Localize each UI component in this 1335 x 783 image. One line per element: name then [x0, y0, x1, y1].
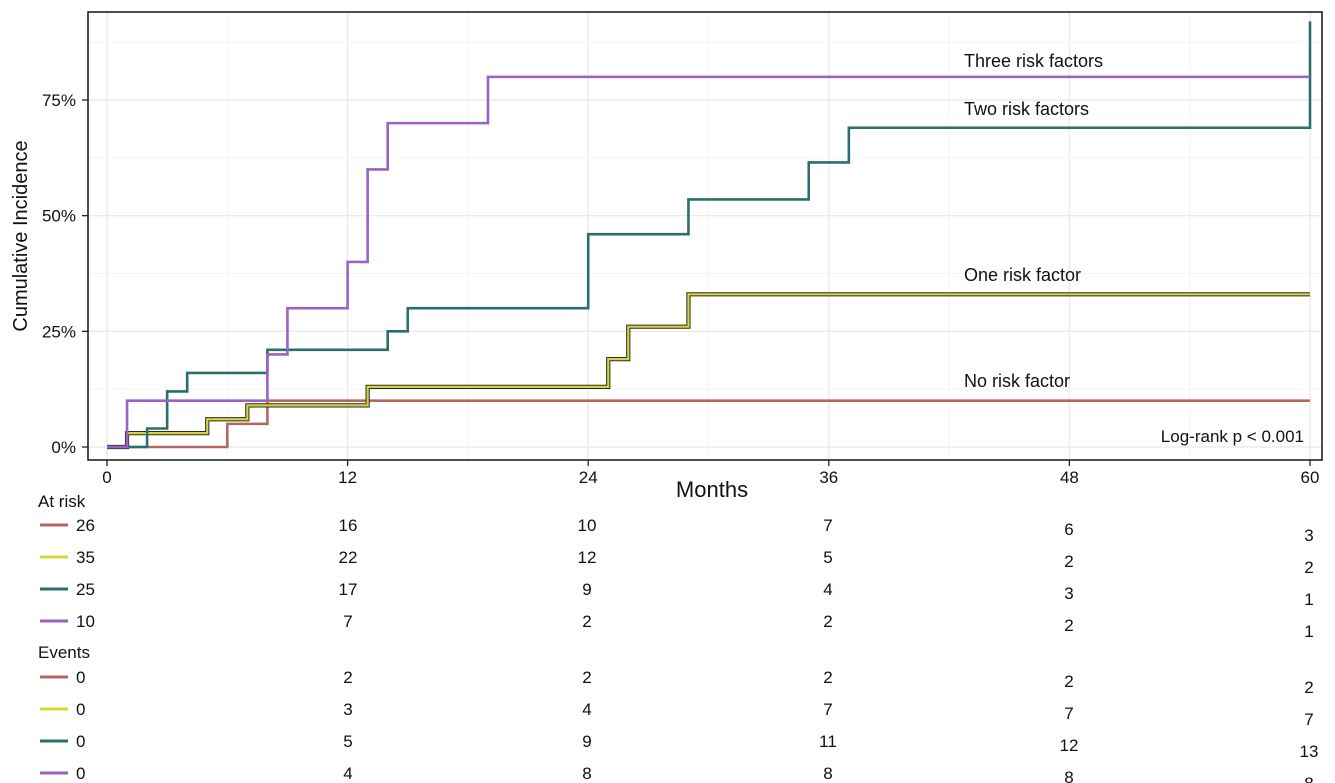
events-cell: 11	[819, 732, 837, 751]
events-cell: 2	[823, 668, 832, 687]
series-line-one-risk-factor	[107, 293, 1310, 449]
events-cell: 2	[343, 668, 352, 687]
series-label-two-risk-factors: Two risk factors	[964, 99, 1089, 119]
x-tick-label: 0	[102, 468, 111, 487]
y-tick-label: 0%	[51, 438, 76, 457]
series-line-three-risk-factors	[107, 75, 1310, 449]
at-risk-cell: 1	[1304, 622, 1313, 641]
events-cell: 4	[343, 764, 352, 783]
grid	[88, 12, 1322, 460]
at-risk-cell: 2	[1064, 616, 1073, 635]
x-tick-label: 24	[579, 468, 598, 487]
axes: 0 12 24 36 48 60 0% 25% 50% 75%	[42, 91, 1319, 487]
at-risk-cell: 12	[578, 548, 597, 567]
at-risk-cell: 6	[1064, 520, 1073, 539]
events-cell: 2	[582, 668, 591, 687]
events-cell: 12	[1060, 736, 1079, 755]
events-cell: 0	[76, 732, 85, 751]
events-cell: 7	[1304, 710, 1313, 729]
events-cell: 9	[582, 732, 591, 751]
plot-frame	[87, 11, 1323, 461]
series-line-two-risk-factors	[107, 21, 1312, 449]
events-cell: 8	[823, 764, 832, 783]
at-risk-cell: 2	[582, 612, 591, 631]
events-cell: 3	[343, 700, 352, 719]
at-risk-cell: 1	[1304, 590, 1313, 609]
events-cell: 0	[76, 764, 85, 783]
x-axis-label: Months	[676, 477, 748, 502]
at-risk-cell: 17	[339, 580, 358, 599]
at-risk-cell: 22	[339, 548, 358, 567]
events-cell: 8	[1064, 768, 1073, 783]
y-tick-label: 75%	[42, 91, 76, 110]
at-risk-cell: 2	[1304, 558, 1313, 577]
log-rank-annotation: Log-rank p < 0.001	[1161, 427, 1304, 446]
at-risk-cell: 10	[578, 516, 597, 535]
at-risk-cell: 7	[343, 612, 352, 631]
events-cell: 2	[1304, 678, 1313, 697]
at-risk-cell: 7	[823, 516, 832, 535]
events-cell: 8	[582, 764, 591, 783]
y-tick-label: 25%	[42, 322, 76, 341]
series-label-no-risk-factor: No risk factor	[964, 371, 1070, 391]
series-labels: No risk factor One risk factor Two risk fa…	[964, 51, 1103, 391]
events-cell: 0	[76, 700, 85, 719]
at-risk-cell: 2	[823, 612, 832, 631]
at-risk-cell: 3	[1304, 526, 1313, 545]
events-cell: 8	[1304, 774, 1313, 783]
at-risk-cell: 2	[1064, 552, 1073, 571]
y-tick-label: 50%	[42, 207, 76, 226]
at-risk-cell: 10	[76, 612, 95, 631]
at-risk-title: At risk	[38, 492, 86, 511]
x-tick-label: 60	[1301, 468, 1320, 487]
series-label-one-risk-factor: One risk factor	[964, 265, 1081, 285]
x-tick-label: 12	[338, 468, 357, 487]
at-risk-cell: 35	[76, 548, 95, 567]
at-risk-cell: 3	[1064, 584, 1073, 603]
at-risk-cell: 9	[582, 580, 591, 599]
events-cell: 4	[582, 700, 591, 719]
events-title: Events	[38, 643, 90, 662]
events-cell: 7	[823, 700, 832, 719]
events-cell: 5	[343, 732, 352, 751]
x-tick-label: 36	[819, 468, 838, 487]
at-risk-cell: 25	[76, 580, 95, 599]
events-cell: 2	[1064, 672, 1073, 691]
x-tick-label: 48	[1060, 468, 1079, 487]
at-risk-cell: 4	[823, 580, 832, 599]
events-cell: 13	[1300, 742, 1319, 761]
y-axis-label: Cumulative Incidence	[10, 140, 32, 331]
series-label-three-risk-factors: Three risk factors	[964, 51, 1103, 71]
at-risk-cell: 16	[339, 516, 358, 535]
at-risk-cell: 26	[76, 516, 95, 535]
series-line-no-risk-factor	[107, 399, 1310, 449]
events-cell: 0	[76, 668, 85, 687]
series-lines	[107, 21, 1312, 450]
at-risk-cell: 5	[823, 548, 832, 567]
events-cell: 7	[1064, 704, 1073, 723]
